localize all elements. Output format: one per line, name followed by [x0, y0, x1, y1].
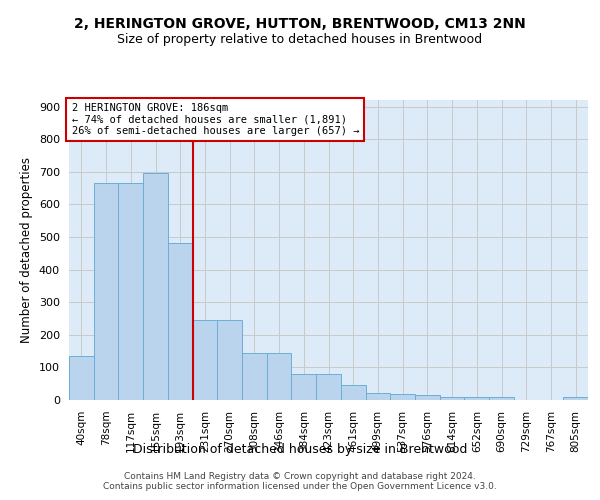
Bar: [118, 183, 143, 400]
Bar: [489, 398, 514, 400]
Bar: [143, 174, 168, 400]
Bar: [440, 396, 464, 400]
Bar: [341, 384, 365, 400]
Text: 2 HERINGTON GROVE: 186sqm
← 74% of detached houses are smaller (1,891)
26% of se: 2 HERINGTON GROVE: 186sqm ← 74% of detac…: [71, 103, 359, 136]
Bar: [242, 352, 267, 400]
Text: 2, HERINGTON GROVE, HUTTON, BRENTWOOD, CM13 2NN: 2, HERINGTON GROVE, HUTTON, BRENTWOOD, C…: [74, 18, 526, 32]
Bar: [69, 356, 94, 400]
Y-axis label: Number of detached properties: Number of detached properties: [20, 157, 33, 343]
Text: Contains HM Land Registry data © Crown copyright and database right 2024.
Contai: Contains HM Land Registry data © Crown c…: [103, 472, 497, 491]
Bar: [193, 320, 217, 400]
Bar: [217, 320, 242, 400]
Bar: [365, 394, 390, 400]
Text: Size of property relative to detached houses in Brentwood: Size of property relative to detached ho…: [118, 32, 482, 46]
Bar: [390, 394, 415, 400]
Bar: [464, 398, 489, 400]
Text: Distribution of detached houses by size in Brentwood: Distribution of detached houses by size …: [133, 442, 467, 456]
Bar: [267, 352, 292, 400]
Bar: [316, 374, 341, 400]
Bar: [415, 395, 440, 400]
Bar: [292, 374, 316, 400]
Bar: [94, 183, 118, 400]
Bar: [168, 244, 193, 400]
Bar: [563, 398, 588, 400]
